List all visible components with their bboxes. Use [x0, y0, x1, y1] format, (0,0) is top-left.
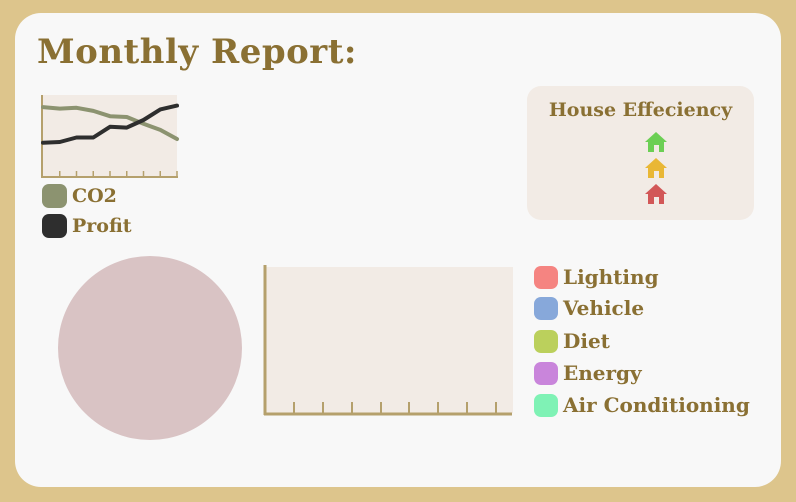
legend-swatch-profit — [42, 214, 67, 238]
legend-item-co2: CO2 — [42, 184, 117, 208]
house-yellow-icon — [645, 158, 667, 178]
category-label-energy: Energy — [563, 361, 642, 385]
house-efficiency-card: House Effeciency — [527, 86, 754, 220]
pie-chart — [58, 256, 242, 440]
category-swatch-energy — [534, 361, 558, 385]
empty-bar-chart — [263, 265, 513, 416]
category-air-conditioning: Air Conditioning — [534, 393, 750, 417]
co2-profit-line-chart — [41, 95, 179, 178]
legend-swatch-co2 — [42, 184, 67, 208]
category-vehicle: Vehicle — [534, 296, 644, 320]
category-swatch-air-conditioning — [534, 393, 558, 417]
x-axis-ticks — [293, 402, 497, 413]
category-lighting: Lighting — [534, 265, 659, 289]
page-title: Monthly Report: — [37, 32, 357, 72]
house-red-icon — [645, 184, 667, 204]
legend-label-co2: CO2 — [72, 185, 117, 207]
trend-line-co2 — [41, 105, 179, 141]
category-swatch-diet — [534, 329, 558, 353]
category-energy: Energy — [534, 361, 642, 385]
category-swatch-lighting — [534, 265, 558, 289]
legend-item-profit: Profit — [42, 214, 132, 238]
category-diet: Diet — [534, 329, 610, 353]
category-label-lighting: Lighting — [563, 265, 659, 289]
house-efficiency-title: House Effeciency — [548, 99, 733, 121]
legend-label-profit: Profit — [72, 215, 132, 237]
house-green-icon — [645, 132, 667, 152]
category-swatch-vehicle — [534, 296, 558, 320]
category-label-vehicle: Vehicle — [563, 296, 645, 320]
chart-plot-area — [266, 267, 513, 413]
category-label-diet: Diet — [563, 329, 610, 353]
trend-line-profit — [41, 103, 179, 145]
category-label-air-conditioning: Air Conditioning — [563, 393, 750, 417]
